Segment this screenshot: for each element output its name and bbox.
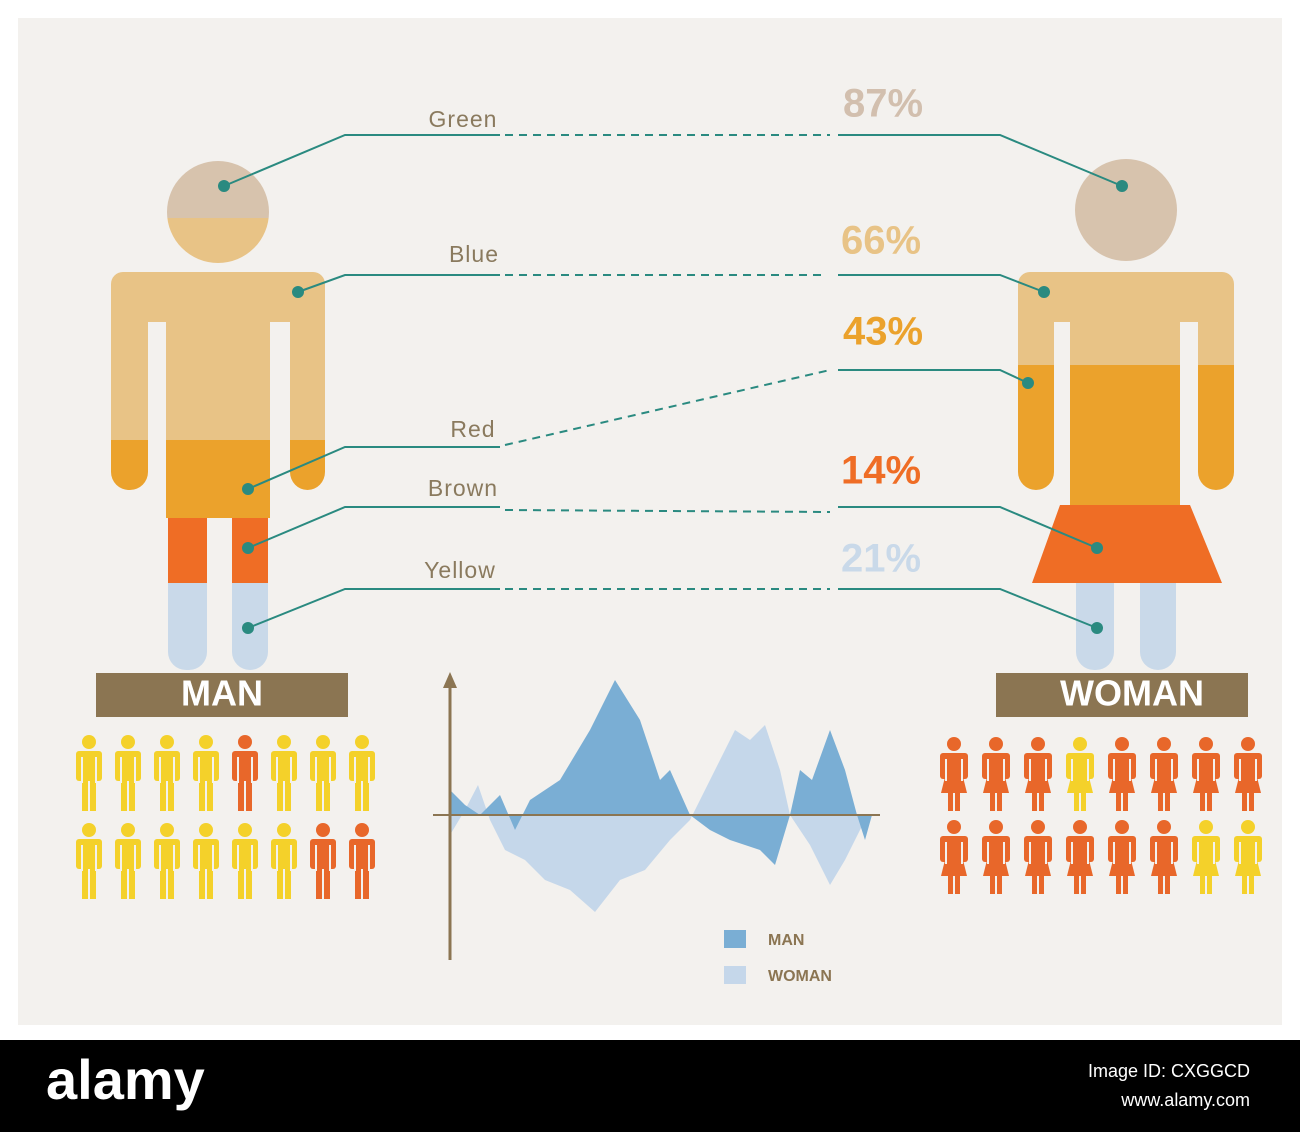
percent: 21%	[841, 537, 921, 581]
woman-icon	[1150, 820, 1178, 894]
woman-icon	[1192, 820, 1220, 894]
footer-url: www.alamy.com	[1120, 1090, 1250, 1110]
man-icon	[232, 735, 258, 811]
woman-icon	[940, 737, 968, 811]
man-icon	[310, 735, 336, 811]
woman-icon	[1234, 737, 1262, 811]
footer-logo: alamy	[46, 1048, 205, 1111]
woman-icon	[1108, 737, 1136, 811]
legend-swatch	[724, 930, 746, 948]
woman-icon	[1108, 820, 1136, 894]
man-icon	[115, 735, 141, 811]
percent: 14%	[841, 449, 921, 493]
man-icon	[310, 823, 336, 899]
percent: 66%	[841, 219, 921, 263]
color-label: Yellow	[424, 557, 496, 583]
man-icon	[154, 735, 180, 811]
man-icon	[232, 823, 258, 899]
woman-icon	[1024, 820, 1052, 894]
woman-icon	[982, 820, 1010, 894]
pictograms	[76, 735, 1262, 899]
percent: 43%	[843, 310, 923, 354]
woman-icon	[940, 820, 968, 894]
man-icon	[271, 823, 297, 899]
legend-swatch	[724, 966, 746, 984]
woman-title: WOMAN	[1060, 673, 1204, 714]
connectors	[218, 134, 1128, 634]
woman-icon	[1192, 737, 1220, 811]
footer-bar	[0, 1040, 1300, 1132]
legend-label: MAN	[768, 932, 804, 949]
woman-icon	[1234, 820, 1262, 894]
woman-icon	[1066, 820, 1094, 894]
woman-icon	[1066, 737, 1094, 811]
man-icon	[154, 823, 180, 899]
woman-icon	[982, 737, 1010, 811]
man-icon	[193, 735, 219, 811]
wave-chart	[433, 672, 880, 960]
man-icon	[193, 823, 219, 899]
man-icon	[271, 735, 297, 811]
color-label: Blue	[449, 241, 499, 267]
man-icon	[76, 823, 102, 899]
man-icon	[349, 823, 375, 899]
man-title: MAN	[181, 673, 263, 714]
color-label: Brown	[428, 475, 498, 501]
man-icon	[76, 735, 102, 811]
percent: 87%	[843, 82, 923, 126]
color-label: Green	[429, 106, 498, 132]
man-banner	[96, 673, 348, 717]
woman-icon	[1150, 737, 1178, 811]
legend-label: WOMAN	[768, 968, 832, 985]
woman-banner	[996, 673, 1248, 717]
man-icon	[349, 735, 375, 811]
man-icon	[115, 823, 141, 899]
image-id: Image ID: CXGGCD	[1088, 1061, 1250, 1081]
color-label: Red	[450, 416, 495, 442]
woman-icon	[1024, 737, 1052, 811]
